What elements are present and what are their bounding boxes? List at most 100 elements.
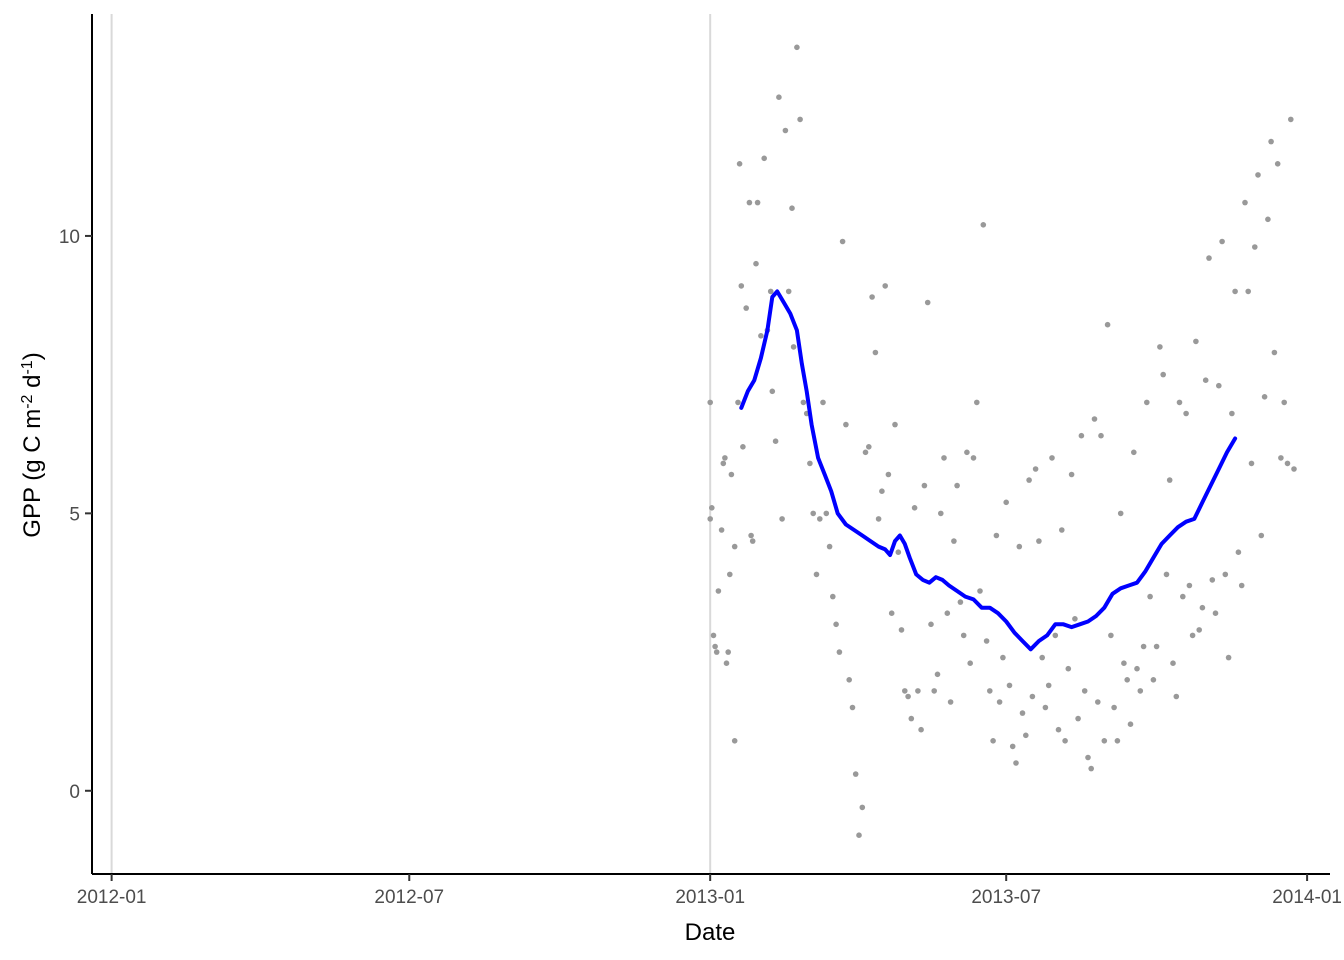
data-point-83	[941, 455, 947, 461]
data-point-158	[1186, 582, 1193, 589]
data-point-146	[1147, 593, 1153, 600]
data-point-155	[1176, 399, 1183, 406]
x-gridlines	[110, 14, 712, 874]
x-axis-ticks: 2012-01 2012-07 2013-01 2013-07 2014-01	[77, 874, 1342, 908]
data-point-64	[879, 488, 885, 495]
data-point-108	[1023, 732, 1029, 739]
data-point-186	[1278, 455, 1284, 461]
data-point-52	[839, 238, 846, 245]
data-point-130	[1095, 699, 1101, 705]
data-point-68	[892, 421, 898, 428]
data-point-54	[846, 677, 852, 683]
y-tick-label-2: 10	[59, 227, 80, 248]
data-points	[707, 44, 1297, 838]
data-point-135	[1111, 704, 1117, 711]
data-point-148	[1153, 643, 1160, 650]
data-point-184	[1271, 349, 1278, 356]
data-point-2	[709, 505, 715, 511]
data-point-47	[823, 510, 830, 517]
data-point-45	[817, 516, 823, 522]
data-point-79	[928, 621, 934, 628]
data-point-13	[728, 471, 735, 478]
data-point-178	[1252, 244, 1258, 250]
x-axis-title: Date	[685, 919, 736, 946]
data-point-35	[785, 288, 792, 295]
data-point-61	[869, 294, 875, 300]
data-point-105	[1013, 760, 1019, 766]
data-point-97	[987, 688, 993, 694]
data-point-173	[1235, 549, 1242, 555]
data-point-131	[1098, 432, 1104, 439]
data-point-91	[967, 660, 973, 666]
data-point-7	[718, 527, 725, 533]
data-point-81	[934, 671, 941, 678]
y-tick-label-0: 0	[69, 782, 80, 803]
data-point-157	[1183, 410, 1189, 417]
data-point-190	[1291, 466, 1297, 472]
data-point-11	[725, 649, 731, 655]
data-point-21	[746, 199, 753, 206]
data-point-51	[836, 649, 843, 655]
data-point-73	[908, 715, 915, 722]
data-point-71	[902, 688, 908, 694]
data-point-161	[1196, 627, 1202, 633]
data-point-20	[743, 305, 749, 311]
data-point-171	[1229, 410, 1235, 417]
data-point-179	[1255, 172, 1261, 178]
data-point-188	[1284, 460, 1291, 467]
data-point-48	[826, 543, 833, 550]
data-point-90	[964, 449, 970, 456]
data-point-75	[915, 688, 921, 694]
data-point-19	[740, 444, 746, 450]
smooth-line	[739, 289, 1238, 652]
data-point-72	[905, 693, 911, 700]
data-point-92	[970, 455, 977, 461]
data-point-94	[977, 588, 983, 594]
data-point-113	[1039, 654, 1045, 661]
data-point-123	[1072, 616, 1078, 622]
data-point-128	[1088, 765, 1094, 772]
data-point-82	[938, 510, 944, 517]
data-point-145	[1144, 399, 1150, 406]
data-point-17	[736, 161, 743, 167]
data-point-136	[1114, 738, 1121, 744]
data-point-69	[895, 549, 902, 555]
data-point-36	[789, 205, 795, 211]
data-point-159	[1189, 632, 1196, 639]
data-point-84	[944, 610, 951, 616]
data-point-153	[1170, 660, 1176, 666]
data-point-29	[767, 288, 774, 295]
data-point-169	[1222, 571, 1229, 578]
data-point-167	[1216, 382, 1222, 389]
data-point-111	[1032, 466, 1039, 472]
data-point-6	[715, 588, 722, 594]
y-axis-title-sup-2: -1	[19, 360, 36, 374]
y-axis-title-end: )	[19, 352, 46, 360]
data-point-126	[1081, 688, 1088, 694]
data-point-187	[1281, 399, 1287, 406]
data-point-162	[1199, 604, 1206, 611]
data-point-132	[1101, 738, 1108, 744]
data-point-50	[833, 621, 839, 628]
data-point-115	[1045, 682, 1052, 689]
y-axis-ticks: 0 5 10	[59, 227, 92, 803]
data-point-42	[807, 460, 813, 467]
data-point-66	[885, 471, 892, 478]
data-point-86	[951, 538, 957, 544]
data-point-80	[931, 688, 937, 694]
data-point-156	[1180, 593, 1186, 600]
data-point-9	[722, 455, 728, 461]
data-point-53	[843, 421, 849, 428]
data-point-119	[1059, 527, 1065, 533]
data-point-164	[1206, 255, 1212, 261]
data-point-39	[797, 116, 803, 123]
data-point-185	[1274, 161, 1281, 167]
data-point-67	[888, 610, 895, 616]
data-point-59	[862, 449, 869, 456]
data-point-177	[1248, 460, 1255, 467]
data-point-143	[1137, 688, 1144, 694]
data-point-10	[723, 660, 730, 666]
data-point-55	[849, 704, 856, 711]
data-point-183	[1268, 138, 1274, 145]
